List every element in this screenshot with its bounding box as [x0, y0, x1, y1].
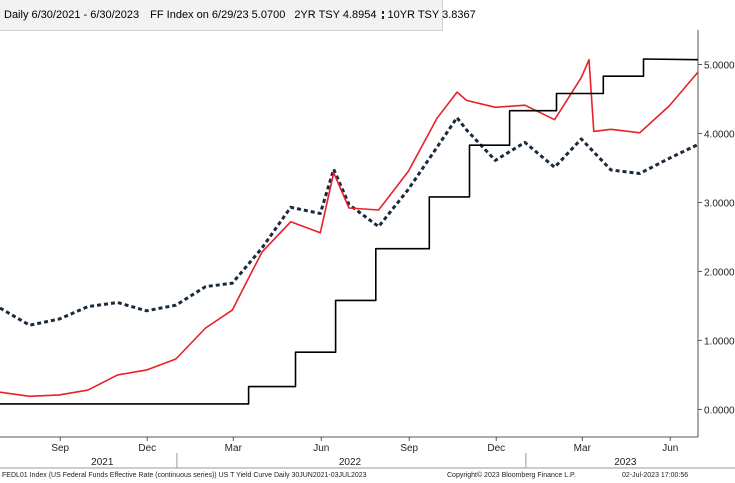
y-tick-label: 4.0000	[704, 129, 735, 140]
x-tick-label: Jun	[662, 443, 678, 454]
legend-label-2yr: 2YR TSY 4.8954	[294, 9, 377, 21]
y-tick-label: 1.0000	[704, 336, 735, 347]
series-line-2yr-tsy	[0, 58, 699, 398]
footer-source: FEDL01 Index (US Federal Funds Effective…	[2, 472, 367, 479]
x-tick-label: Mar	[225, 443, 243, 454]
y-tick-label: 2.0000	[704, 267, 735, 278]
legend-swatch-10yr	[382, 11, 385, 19]
series-line-ff-index	[0, 58, 699, 405]
x-year-label: 2021	[91, 457, 114, 468]
x-tick-label: Mar	[574, 443, 592, 454]
x-tick-label: Dec	[487, 443, 505, 454]
legend: Daily 6/30/2021 - 6/30/2023 FF Index on …	[0, 0, 476, 31]
x-tick-label: Jun	[313, 443, 329, 454]
y-tick-label: 3.0000	[704, 198, 735, 209]
series-line-10yr-tsy	[0, 116, 699, 327]
x-year-label: 2023	[614, 457, 637, 468]
footer: FEDL01 Index (US Federal Funds Effective…	[0, 469, 735, 483]
y-tick-label: 0.0000	[704, 405, 735, 416]
x-tick-label: Sep	[51, 443, 69, 454]
footer-copyright: Copyright© 2023 Bloomberg Finance L.P.	[447, 472, 576, 479]
x-tick-label: Dec	[138, 443, 156, 454]
legend-label-ff: FF Index on 6/29/23 5.0700	[150, 9, 286, 21]
y-tick-label: 5.0000	[704, 60, 735, 71]
x-tick-label: Sep	[400, 443, 418, 454]
footer-timestamp: 02-Jul-2023 17:00:56	[622, 472, 689, 479]
period-label: Daily 6/30/2021 - 6/30/2023	[4, 9, 140, 21]
legend-label-10yr: 10YR TSY 3.8367	[387, 9, 476, 21]
x-year-label: 2022	[339, 457, 362, 468]
